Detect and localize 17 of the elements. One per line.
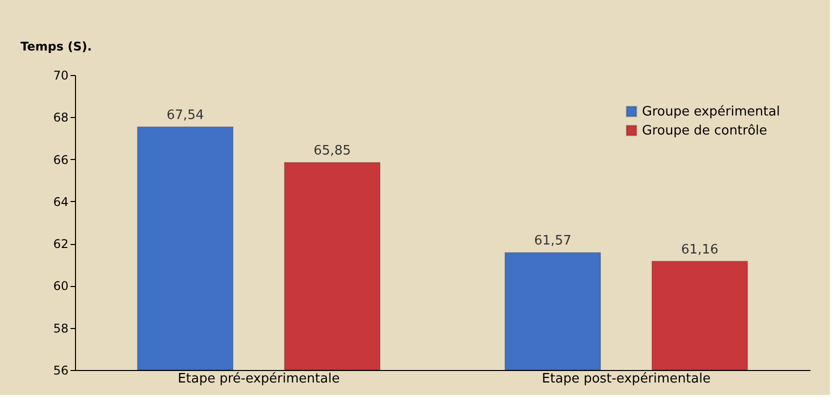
y-tick-label: 58 (53, 321, 68, 336)
y-tick-label: 62 (53, 237, 68, 252)
y-tick-label: 70 (53, 68, 68, 82)
data-label: 65,85 (314, 143, 351, 158)
x-tick-label: Etape pré-expérimentale (178, 372, 340, 386)
y-tick-label: 56 (53, 364, 68, 378)
y-tick-label: 64 (53, 194, 68, 209)
y-tick-label: 60 (53, 279, 68, 294)
legend-label: Groupe expérimental (642, 104, 780, 120)
data-label: 61,16 (681, 242, 718, 258)
y-tick-label: 66 (53, 152, 68, 167)
y-axis-title: Temps (S). (20, 40, 92, 54)
data-label: 67,54 (166, 108, 204, 123)
y-tick-label: 68 (53, 110, 68, 125)
data-label: 61,57 (534, 234, 572, 249)
x-tick-label: Etape post-expérimentale (542, 372, 711, 386)
legend-label: Groupe de contrôle (642, 124, 768, 138)
